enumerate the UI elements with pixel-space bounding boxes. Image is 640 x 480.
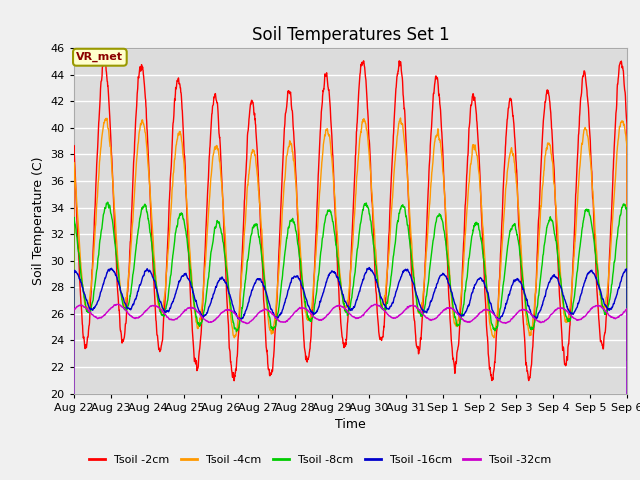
Text: VR_met: VR_met xyxy=(76,52,124,62)
Title: Soil Temperatures Set 1: Soil Temperatures Set 1 xyxy=(252,25,449,44)
Y-axis label: Soil Temperature (C): Soil Temperature (C) xyxy=(32,156,45,285)
X-axis label: Time: Time xyxy=(335,418,366,431)
Legend: Tsoil -2cm, Tsoil -4cm, Tsoil -8cm, Tsoil -16cm, Tsoil -32cm: Tsoil -2cm, Tsoil -4cm, Tsoil -8cm, Tsoi… xyxy=(84,451,556,469)
